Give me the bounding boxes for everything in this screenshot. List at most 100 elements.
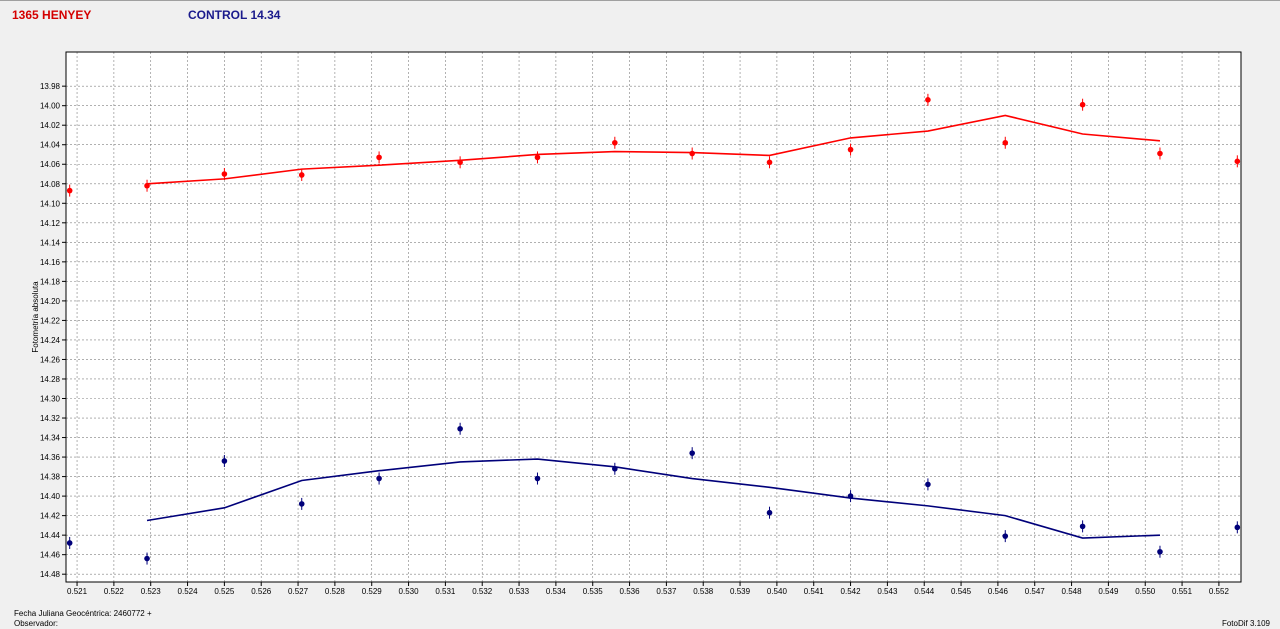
data-point-target xyxy=(534,154,541,161)
x-tick-label: 0.540 xyxy=(767,587,788,596)
x-tick-label: 0.537 xyxy=(656,587,677,596)
data-point-control xyxy=(66,540,73,546)
data-point-control xyxy=(925,481,931,488)
data-point-target xyxy=(1079,101,1086,108)
x-tick-label: 0.521 xyxy=(67,587,88,596)
x-tick-label: 0.542 xyxy=(841,587,862,596)
data-point-target xyxy=(612,139,618,146)
data-point-control xyxy=(457,425,463,432)
data-point-control xyxy=(221,458,228,464)
x-tick-label: 0.545 xyxy=(951,587,972,596)
data-point-control xyxy=(612,465,618,472)
data-point-target xyxy=(1234,158,1241,165)
plot-area xyxy=(66,52,1241,582)
y-tick-label: 14.24 xyxy=(40,336,61,345)
software-version: FotoDif 3.109 xyxy=(1221,619,1270,628)
data-point-control xyxy=(1079,523,1086,530)
y-tick-label: 14.22 xyxy=(40,316,61,325)
x-tick-label: 0.529 xyxy=(362,587,383,596)
x-tick-label: 0.530 xyxy=(399,587,420,596)
data-point-control xyxy=(1234,524,1241,531)
data-point-control xyxy=(1157,548,1163,555)
data-point-target xyxy=(221,171,228,177)
y-tick-label: 14.20 xyxy=(40,297,61,306)
x-tick-label: 0.534 xyxy=(546,587,567,596)
data-point-target xyxy=(376,154,382,161)
y-tick-label: 14.44 xyxy=(40,531,61,540)
x-tick-label: 0.522 xyxy=(104,587,125,596)
y-tick-label: 13.98 xyxy=(40,82,61,91)
plot-frame xyxy=(65,51,1242,583)
data-point-control xyxy=(144,555,150,562)
y-tick-label: 14.40 xyxy=(40,492,61,501)
x-tick-label: 0.552 xyxy=(1209,587,1230,596)
data-point-target xyxy=(66,187,73,194)
y-tick-label: 14.00 xyxy=(40,102,61,111)
data-point-target xyxy=(1002,139,1009,146)
y-tick-label: 14.02 xyxy=(40,121,61,130)
y-tick-label: 14.28 xyxy=(40,375,61,384)
data-point-target xyxy=(925,97,931,103)
data-point-target xyxy=(1157,150,1163,157)
y-tick-label: 14.18 xyxy=(40,277,61,286)
x-tick-label: 0.548 xyxy=(1062,587,1083,596)
y-tick-label: 14.48 xyxy=(40,570,61,579)
x-tick-label: 0.531 xyxy=(435,587,456,596)
data-point-target xyxy=(847,146,854,153)
x-tick-label: 0.523 xyxy=(141,587,162,596)
y-tick-label: 14.32 xyxy=(40,414,61,423)
y-tick-label: 14.42 xyxy=(40,512,61,521)
data-point-target xyxy=(766,159,773,166)
x-tick-label: 0.549 xyxy=(1098,587,1119,596)
data-point-target xyxy=(144,182,150,189)
y-tick-label: 14.26 xyxy=(40,355,61,364)
target-star-title: 1365 HENYEY xyxy=(12,8,92,22)
x-tick-label: 0.526 xyxy=(251,587,272,596)
x-tick-label: 0.539 xyxy=(730,587,751,596)
y-tick-label: 14.12 xyxy=(40,219,61,228)
y-tick-label: 14.04 xyxy=(40,141,61,150)
y-tick-label: 14.36 xyxy=(40,453,61,462)
y-tick-label: 14.30 xyxy=(40,395,61,404)
fit-line-target xyxy=(146,114,1161,185)
julian-date-label: Fecha Juliana Geocéntrica: 2460772 + xyxy=(14,609,152,618)
window-top-border xyxy=(0,0,1280,1)
y-tick-label: 14.46 xyxy=(40,551,61,560)
x-tick-label: 0.550 xyxy=(1135,587,1156,596)
data-point-control xyxy=(689,450,695,456)
data-point-control xyxy=(298,501,305,507)
y-tick-label: 14.10 xyxy=(40,199,61,208)
data-point-target xyxy=(689,150,695,157)
y-tick-label: 14.14 xyxy=(40,238,61,247)
data-point-control xyxy=(376,475,382,482)
x-tick-label: 0.535 xyxy=(583,587,604,596)
x-tick-label: 0.532 xyxy=(472,587,493,596)
x-tick-label: 0.528 xyxy=(325,587,346,596)
x-tick-label: 0.527 xyxy=(288,587,309,596)
y-tick-label: 14.16 xyxy=(40,258,61,267)
fit-line-control xyxy=(146,458,1160,539)
x-tick-label: 0.533 xyxy=(509,587,530,596)
x-tick-label: 0.544 xyxy=(914,587,935,596)
y-tick-label: 14.06 xyxy=(40,160,61,169)
data-point-control xyxy=(534,475,541,482)
y-tick-label: 14.34 xyxy=(40,434,61,443)
x-tick-label: 0.547 xyxy=(1025,587,1046,596)
data-point-target xyxy=(298,172,305,178)
data-point-control xyxy=(847,493,854,499)
control-star-title: CONTROL 14.34 xyxy=(188,8,281,22)
data-point-control xyxy=(766,509,773,516)
x-tick-label: 0.541 xyxy=(804,587,825,596)
x-tick-label: 0.524 xyxy=(178,587,199,596)
y-axis-label: Fotometría absoluta xyxy=(31,281,40,353)
data-point-target xyxy=(457,159,463,166)
y-tick-label: 14.38 xyxy=(40,473,61,482)
observer-label: Observador: xyxy=(14,619,59,628)
data-point-control xyxy=(1002,533,1009,539)
x-tick-label: 0.536 xyxy=(620,587,641,596)
x-tick-label: 0.546 xyxy=(988,587,1009,596)
x-tick-label: 0.543 xyxy=(877,587,898,596)
y-tick-label: 14.08 xyxy=(40,180,61,189)
x-tick-label: 0.538 xyxy=(693,587,714,596)
